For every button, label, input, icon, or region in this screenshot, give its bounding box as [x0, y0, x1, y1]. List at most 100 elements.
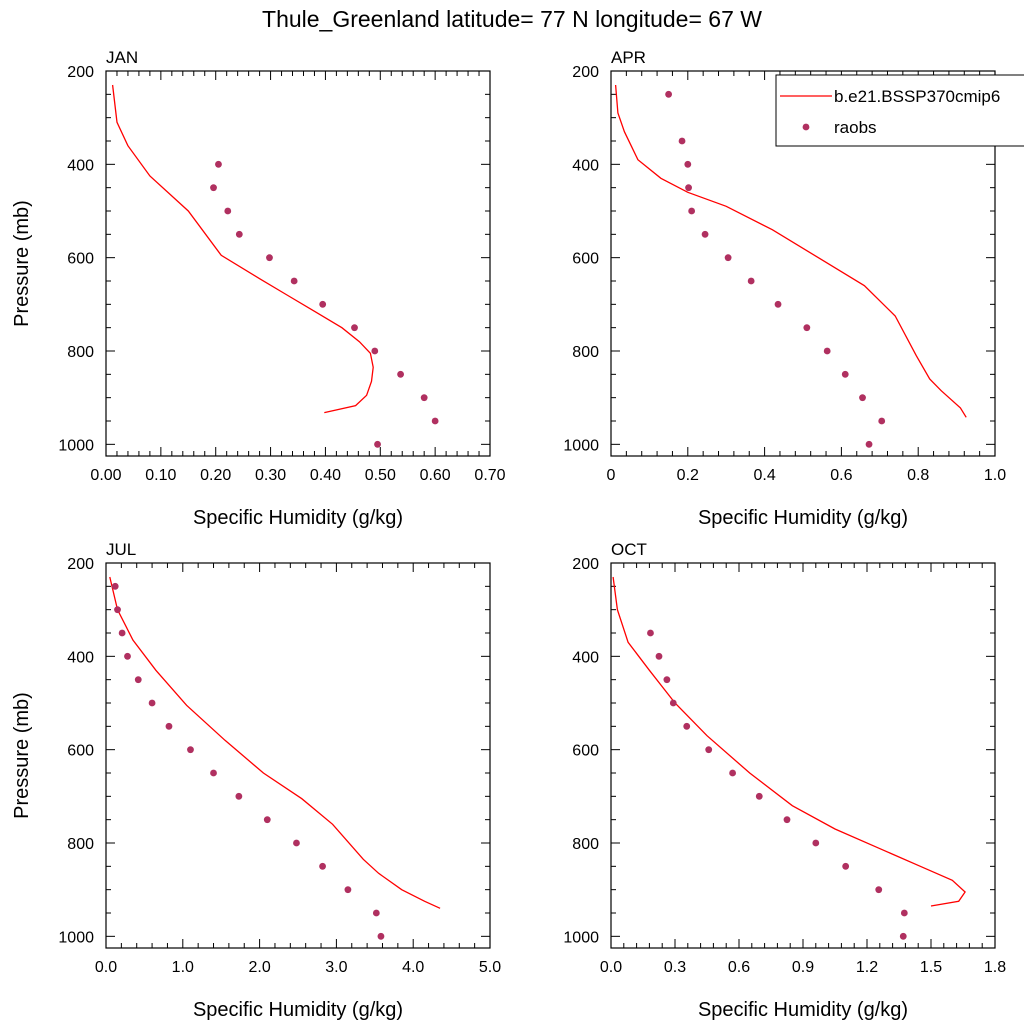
- raobs-point: [420, 394, 428, 402]
- raobs-point: [841, 370, 849, 378]
- model-profile-line: [109, 576, 441, 909]
- y-tick-label: 800: [67, 836, 94, 853]
- raobs-point: [678, 137, 686, 145]
- raobs-point: [755, 792, 763, 800]
- raobs-point: [812, 839, 820, 847]
- raobs-point: [783, 816, 791, 824]
- x-tick-label: 0.00: [90, 467, 121, 484]
- raobs-point: [114, 606, 121, 614]
- model-profile-line: [612, 576, 966, 907]
- raobs-point: [290, 277, 298, 285]
- x-tick-label: 0.20: [200, 467, 231, 484]
- raobs-point: [705, 746, 713, 754]
- raobs-point: [319, 300, 327, 308]
- raobs-point: [724, 254, 732, 262]
- plot-frame: [105, 70, 491, 457]
- raobs-point: [235, 792, 243, 800]
- raobs-point: [859, 394, 866, 402]
- raobs-point: [684, 160, 692, 168]
- y-tick-label: 1000: [58, 437, 94, 454]
- x-tick-label: 1.0: [172, 959, 194, 976]
- raobs-point: [663, 676, 671, 684]
- raobs-point: [293, 839, 300, 847]
- x-tick-label: 1.8: [984, 959, 1006, 976]
- raobs-point: [875, 886, 883, 894]
- x-tick-label: 0.50: [365, 467, 396, 484]
- y-tick-label: 600: [572, 743, 599, 760]
- raobs-point: [865, 440, 873, 448]
- x-tick-label: 0.0: [95, 959, 117, 976]
- raobs-point: [215, 160, 222, 168]
- plot-frame: [610, 562, 996, 949]
- raobs-point: [701, 230, 709, 238]
- x-tick-label: 0: [607, 467, 616, 484]
- raobs-point: [134, 676, 142, 684]
- panel-jan: JAN 0.00 0.10 0.20 0.30 0.40 0.50 0.60 0.70 200 40…: [11, 48, 506, 529]
- raobs-point: [124, 652, 131, 660]
- y-tick-label: 400: [572, 649, 599, 666]
- raobs-point: [374, 440, 381, 448]
- raobs-point: [747, 277, 755, 285]
- raobs-point: [148, 699, 156, 707]
- legend-label-obs: raobs: [834, 118, 877, 137]
- y-tick-label: 600: [572, 251, 599, 268]
- x-tick-label: 1.0: [984, 467, 1006, 484]
- x-tick-label: 1.5: [920, 959, 942, 976]
- plot-frame: [610, 70, 996, 457]
- raobs-point: [111, 582, 119, 590]
- panel-title: APR: [611, 48, 646, 67]
- y-tick-label: 200: [572, 64, 599, 81]
- x-tick-label: 1.2: [856, 959, 878, 976]
- x-tick-label: 0.6: [728, 959, 750, 976]
- raobs-point: [842, 862, 850, 870]
- raobs-point: [210, 769, 217, 777]
- panel-apr: APR 0 0.2 0.4 0.6 0.8 1.0 200 400 600 800 1000 Speci…: [563, 48, 1006, 529]
- panel-oct: OCT 0.0 0.3 0.6 0.9 1.2 1.5 1.8 200 400 600 800 1000…: [563, 540, 1006, 1021]
- x-tick-label: 0.70: [474, 467, 505, 484]
- y-tick-label: 1000: [563, 929, 599, 946]
- raobs-point: [118, 629, 126, 637]
- raobs-point: [266, 254, 273, 262]
- raobs-point: [688, 207, 696, 215]
- x-tick-label: 0.2: [677, 467, 699, 484]
- y-axis-label: Pressure (mb): [11, 692, 33, 819]
- raobs-point: [344, 886, 352, 894]
- y-tick-label: 800: [67, 344, 94, 361]
- y-tick-label: 400: [572, 157, 599, 174]
- x-tick-label: 0.4: [753, 467, 775, 484]
- legend-marker-swatch: [802, 123, 810, 131]
- figure-title: Thule_Greenland latitude= 77 N longitude…: [262, 6, 762, 32]
- model-profile-line: [111, 84, 374, 414]
- x-tick-label: 0.3: [664, 959, 686, 976]
- legend: b.e21.BSSP370cmip6 raobs: [775, 74, 1024, 147]
- panel-title: JAN: [106, 48, 138, 67]
- raobs-point: [165, 722, 173, 730]
- raobs-point: [351, 324, 358, 332]
- raobs-point: [224, 207, 232, 215]
- raobs-point: [431, 417, 439, 425]
- x-tick-label: 0.60: [420, 467, 451, 484]
- x-tick-label: 4.0: [402, 959, 424, 976]
- x-axis-label: Specific Humidity (g/kg): [193, 507, 403, 529]
- plot-frame: [105, 562, 491, 949]
- raobs-point: [647, 629, 654, 637]
- panel-title: OCT: [611, 540, 647, 559]
- x-tick-label: 0.40: [310, 467, 341, 484]
- y-tick-label: 600: [67, 743, 94, 760]
- raobs-point: [823, 347, 831, 355]
- raobs-point: [665, 90, 672, 98]
- legend-label-model: b.e21.BSSP370cmip6: [834, 87, 1000, 106]
- raobs-point: [685, 184, 692, 192]
- y-tick-label: 1000: [58, 929, 94, 946]
- x-tick-label: 0.30: [255, 467, 286, 484]
- raobs-point: [683, 722, 691, 730]
- raobs-point: [210, 184, 217, 192]
- y-tick-label: 400: [67, 157, 94, 174]
- x-tick-label: 5.0: [479, 959, 501, 976]
- y-tick-label: 400: [67, 649, 94, 666]
- raobs-point: [900, 909, 908, 917]
- x-tick-label: 3.0: [325, 959, 347, 976]
- raobs-point: [319, 862, 326, 870]
